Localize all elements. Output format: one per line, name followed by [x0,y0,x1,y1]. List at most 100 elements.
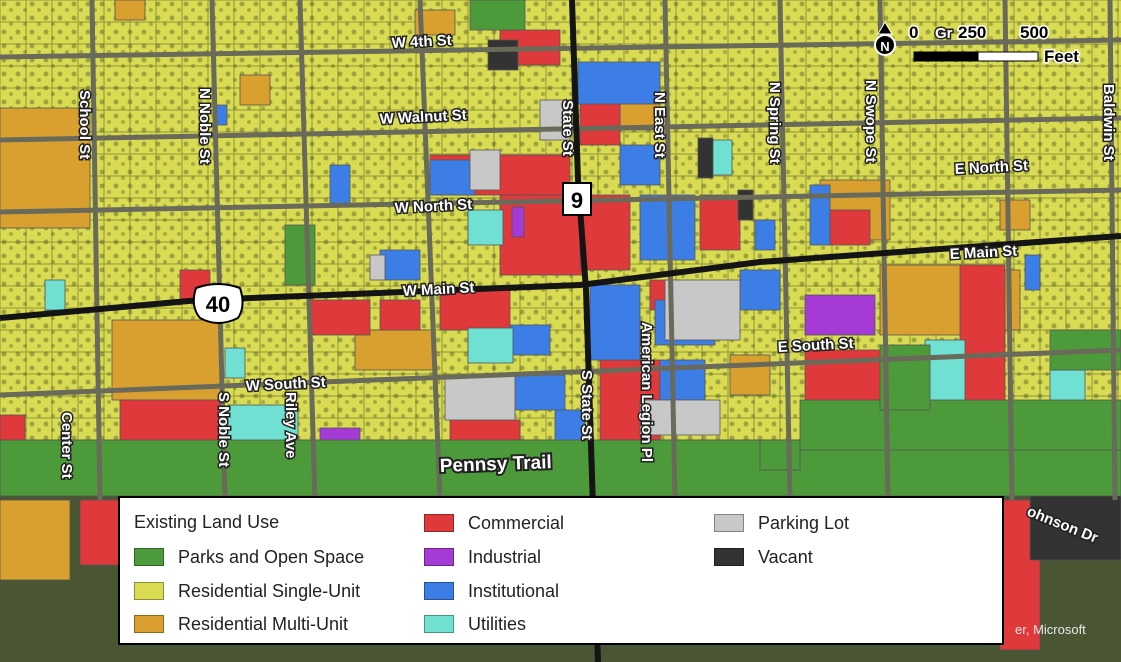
scale-tick-500: 500 [1020,23,1048,42]
parcel-parking [539,99,571,141]
scale-tick-0: 0 [909,23,918,42]
parcel-institutional [1024,254,1041,291]
parcel-parks [799,399,1121,451]
legend-swatch [714,548,744,566]
parcel-residential-multi [729,354,771,396]
legend-title: Existing Land Use [134,512,280,532]
parcel-parking [639,399,721,436]
street-label-baldwin: Baldwin St [1100,84,1117,161]
parcel-parking [444,374,516,421]
route-40-shield: 40 [192,283,244,324]
parcel-institutional [739,269,781,311]
legend-label: Utilities [468,613,527,634]
legend-label: Commercial [468,512,565,533]
legend-swatch [134,582,164,600]
minor-street-line [89,0,103,501]
parcel-vacant [487,39,519,71]
parcel-institutional [514,374,566,411]
legend-label: Residential Single-Unit [178,580,361,601]
minor-street-line [0,347,1121,398]
street-network [0,0,1121,501]
parcel-parking [369,254,386,281]
legend-swatch [714,514,744,532]
legend-item-institutional: Institutional [424,580,559,602]
legend-item-residential-multi: Residential Multi-Unit [134,613,348,635]
street-label-e-north: E North St [954,157,1028,178]
parcel-utilities [224,347,246,379]
minor-street-line [777,0,793,501]
street-label-w-walnut: W Walnut St [379,106,467,128]
minor-street-line [417,0,443,501]
parcel-residential-multi [239,74,271,106]
parcel-vacant [697,137,714,179]
parcel-residential-multi [879,264,971,336]
street-label-center: Center St [58,412,75,479]
parcel-institutional [379,249,421,281]
street-label-e-south: E South St [777,335,854,356]
parcel-commercial [79,499,121,566]
parcel-industrial [511,206,525,238]
parcel-residential-multi [114,0,146,21]
street-label-e-main: E Main St [949,242,1017,263]
scale-bar: 0 250 500 Feet [908,22,1081,68]
north-arrow-icon: N [874,21,896,56]
street-label-state: State St [559,100,576,156]
legend-item-utilities: Utilities [424,613,526,635]
parcel-utilities [1049,369,1086,406]
legend-label: Vacant [758,546,813,567]
north-arrow-label: N [880,39,889,54]
street-label-w-4th: W 4th St [391,32,452,52]
map-legend: Existing Land Use Parks and Open Space Re… [118,496,1004,645]
parcel-commercial [699,194,741,251]
parcel-commercial [439,289,511,331]
legend-swatch [424,615,454,633]
street-label-school: School St [76,90,93,159]
legend-label: Parking Lot [758,512,850,533]
parcel-institutional [329,164,351,206]
minor-street-line [877,0,891,501]
legend-label: Residential Multi-Unit [178,613,349,634]
street-label-n-swope: N Swope St [862,80,879,163]
parcel-commercial [579,99,621,146]
parcel-commercial [829,209,871,246]
legend-item-parking: Parking Lot [714,512,849,534]
minor-street-line [0,187,1121,215]
minor-street-line [0,115,1121,143]
parcel-residential-multi [0,107,91,229]
minor-street-line [209,0,228,501]
parcel-commercial [309,299,371,336]
street-label-n-spring: N Spring St [766,82,783,164]
legend-item-vacant: Vacant [714,546,813,568]
street-label-w-north: W North St [394,196,472,217]
legend-swatch [134,615,164,633]
legend-label: Industrial [468,546,542,567]
legend-item-parks: Parks and Open Space [134,546,364,568]
minor-street-line [0,37,1121,60]
parcel-institutional [589,284,641,361]
legend-swatch [424,548,454,566]
minor-street-line [1002,0,1015,501]
parcel-parking [469,149,501,191]
parcel-residential-multi [354,329,436,371]
minor-street-line [662,0,678,501]
street-label-w-main: W Main St [402,279,474,300]
scale-tick-250: 250 [958,23,986,42]
street-label-n-noble: N Noble St [196,88,213,164]
parcel-institutional [429,159,476,196]
legend-swatch [424,582,454,600]
street-label-s-state: S State St [578,370,595,440]
scale-unit: Feet [1044,47,1079,66]
parcel-vacant [737,189,754,221]
street-label-s-noble: S Noble St [215,392,232,467]
legend-item-industrial: Industrial [424,546,541,568]
legend-label: Parks and Open Space [178,546,365,567]
parcel-institutional [577,61,661,105]
parcel-commercial [379,299,421,331]
street-label-n-east: N East St [651,92,668,158]
parcel-parks [759,439,801,471]
parcel-utilities [44,279,66,311]
legend-swatch [424,514,454,532]
